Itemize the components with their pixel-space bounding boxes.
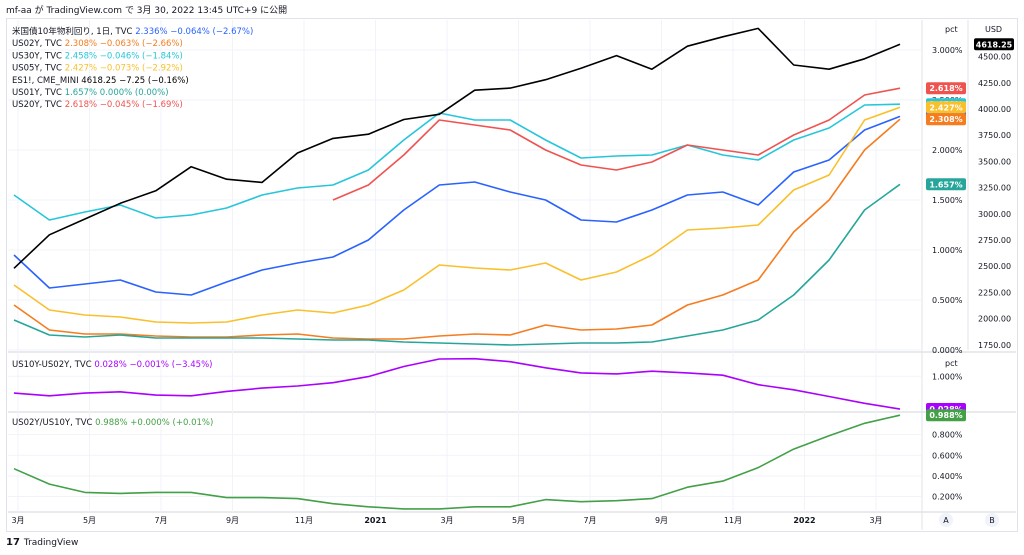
series-line[interactable] xyxy=(332,87,901,201)
usd-axis-tick-label[interactable]: 4250.00 xyxy=(978,79,1011,88)
last-value-tag[interactable] xyxy=(974,38,1014,51)
usd-axis-tick-label[interactable]: 1750.00 xyxy=(978,341,1011,350)
tradingview-logo-icon[interactable]: 17 xyxy=(6,537,20,548)
legend-row[interactable]: US02Y/US10Y, TVC 0.988% +0.000% (+0.01%) xyxy=(12,418,213,428)
pct-axis-tick-label[interactable]: 0.600% xyxy=(932,451,963,460)
series-line[interactable] xyxy=(13,27,901,269)
auto-scale-button-label[interactable]: A xyxy=(943,516,949,525)
legend-row[interactable]: US02Y, TVC 2.308% −0.063% (−2.66%) xyxy=(12,39,183,49)
series-line[interactable] xyxy=(13,106,901,324)
series-line[interactable] xyxy=(13,357,901,410)
x-tick-label: 3月 xyxy=(11,516,24,525)
last-value-label[interactable]: 1.657% xyxy=(929,180,962,189)
series-line[interactable] xyxy=(13,115,901,296)
pct-axis-tick-label[interactable]: 2.000% xyxy=(932,146,963,155)
scale-b-button-label[interactable]: B xyxy=(989,516,995,525)
usd-axis-tick-label[interactable]: 3750.00 xyxy=(978,131,1011,140)
chart-frame xyxy=(6,18,1018,532)
x-tick-label: 2022 xyxy=(793,516,815,525)
legend-row[interactable]: US01Y, TVC 1.657% 0.000% (0.00%) xyxy=(12,88,169,98)
pct-axis-tick-label[interactable]: 0.400% xyxy=(932,472,963,481)
usd-axis-tick-label[interactable]: 4500.00 xyxy=(978,53,1011,62)
last-value-tag[interactable] xyxy=(926,409,966,422)
x-tick-label: 5月 xyxy=(83,516,96,525)
pct-unit-badge[interactable]: pct xyxy=(945,359,958,368)
x-tick-label: 3月 xyxy=(869,516,882,525)
usd-axis-tick-label[interactable]: 3000.00 xyxy=(978,210,1011,219)
legend-row[interactable]: ES1!, CME_MINI 4618.25 −7.25 (−0.16%) xyxy=(12,76,189,86)
usd-unit-badge[interactable]: USD xyxy=(985,25,1002,34)
publish-header: mf-aa が TradingView.com で 3月 30, 2022 13… xyxy=(6,6,288,16)
usd-axis-tick-label[interactable]: 3500.00 xyxy=(978,157,1011,166)
x-tick-label: 11月 xyxy=(724,516,742,525)
last-value-tag[interactable] xyxy=(926,101,966,114)
last-value-label[interactable]: 2.308% xyxy=(929,115,962,124)
x-tick-label: 5月 xyxy=(512,516,525,525)
x-tick-label: 11月 xyxy=(295,516,313,525)
series-line[interactable] xyxy=(13,183,901,346)
last-value-label[interactable]: 0.988% xyxy=(929,411,962,420)
pct-axis-tick-label[interactable]: 1.000% xyxy=(932,246,963,255)
usd-axis-tick-label[interactable]: 2750.00 xyxy=(978,236,1011,245)
last-value-label[interactable]: 2.618% xyxy=(929,84,962,93)
last-value-tag[interactable] xyxy=(926,178,966,191)
last-value-label[interactable]: 4618.25 xyxy=(976,40,1013,49)
last-value-tag[interactable] xyxy=(926,113,966,126)
pct-axis-tick-label[interactable]: 0.200% xyxy=(932,493,963,502)
pct-axis-tick-label[interactable]: 1.000% xyxy=(932,372,963,381)
pct-axis-tick-label[interactable]: 3.000% xyxy=(932,46,963,55)
footer: 17 TradingView xyxy=(6,537,78,548)
last-value-label[interactable]: 2.427% xyxy=(929,103,962,112)
x-tick-label: 9月 xyxy=(655,516,668,525)
usd-axis-tick-label[interactable]: 2500.00 xyxy=(978,262,1011,271)
x-tick-label: 9月 xyxy=(226,516,239,525)
legend-row[interactable]: US30Y, TVC 2.458% −0.046% (−1.84%) xyxy=(12,51,183,61)
auto-scale-button[interactable] xyxy=(939,513,953,527)
legend-row[interactable]: US20Y, TVC 2.618% −0.045% (−1.69%) xyxy=(12,100,183,110)
x-tick-label: 2021 xyxy=(364,516,387,525)
legend-row[interactable]: US10Y-US02Y, TVC 0.028% −0.001% (−3.45%) xyxy=(12,360,212,370)
series-line[interactable] xyxy=(13,103,901,221)
pct-axis-tick-label[interactable]: 1.500% xyxy=(932,196,963,205)
x-tick-label: 7月 xyxy=(154,516,167,525)
pct-axis-tick-label[interactable]: 0.500% xyxy=(932,296,963,305)
usd-axis-tick-label[interactable]: 4000.00 xyxy=(978,105,1011,114)
series-line[interactable] xyxy=(13,118,901,340)
pct-axis-tick-label[interactable]: 0.000% xyxy=(932,346,963,355)
x-tick-label: 7月 xyxy=(583,516,596,525)
pct-unit-badge[interactable]: pct xyxy=(945,25,958,34)
series-line[interactable] xyxy=(13,414,901,510)
last-value-tag[interactable] xyxy=(926,82,966,95)
legend-row[interactable]: US05Y, TVC 2.427% −0.073% (−2.92%) xyxy=(12,64,183,74)
usd-axis-tick-label[interactable]: 3250.00 xyxy=(978,184,1011,193)
x-tick-label: 3月 xyxy=(440,516,453,525)
usd-axis-tick-label[interactable]: 2000.00 xyxy=(978,315,1011,324)
scale-b-button[interactable] xyxy=(985,513,999,527)
legend-row[interactable]: 米国債10年物利回り, 1日, TVC 2.336% −0.064% (−2.6… xyxy=(12,26,253,37)
footer-brand[interactable]: TradingView xyxy=(23,537,79,548)
usd-axis-tick-label[interactable]: 2250.00 xyxy=(978,288,1011,297)
pct-axis-tick-label[interactable]: 0.800% xyxy=(932,431,963,440)
